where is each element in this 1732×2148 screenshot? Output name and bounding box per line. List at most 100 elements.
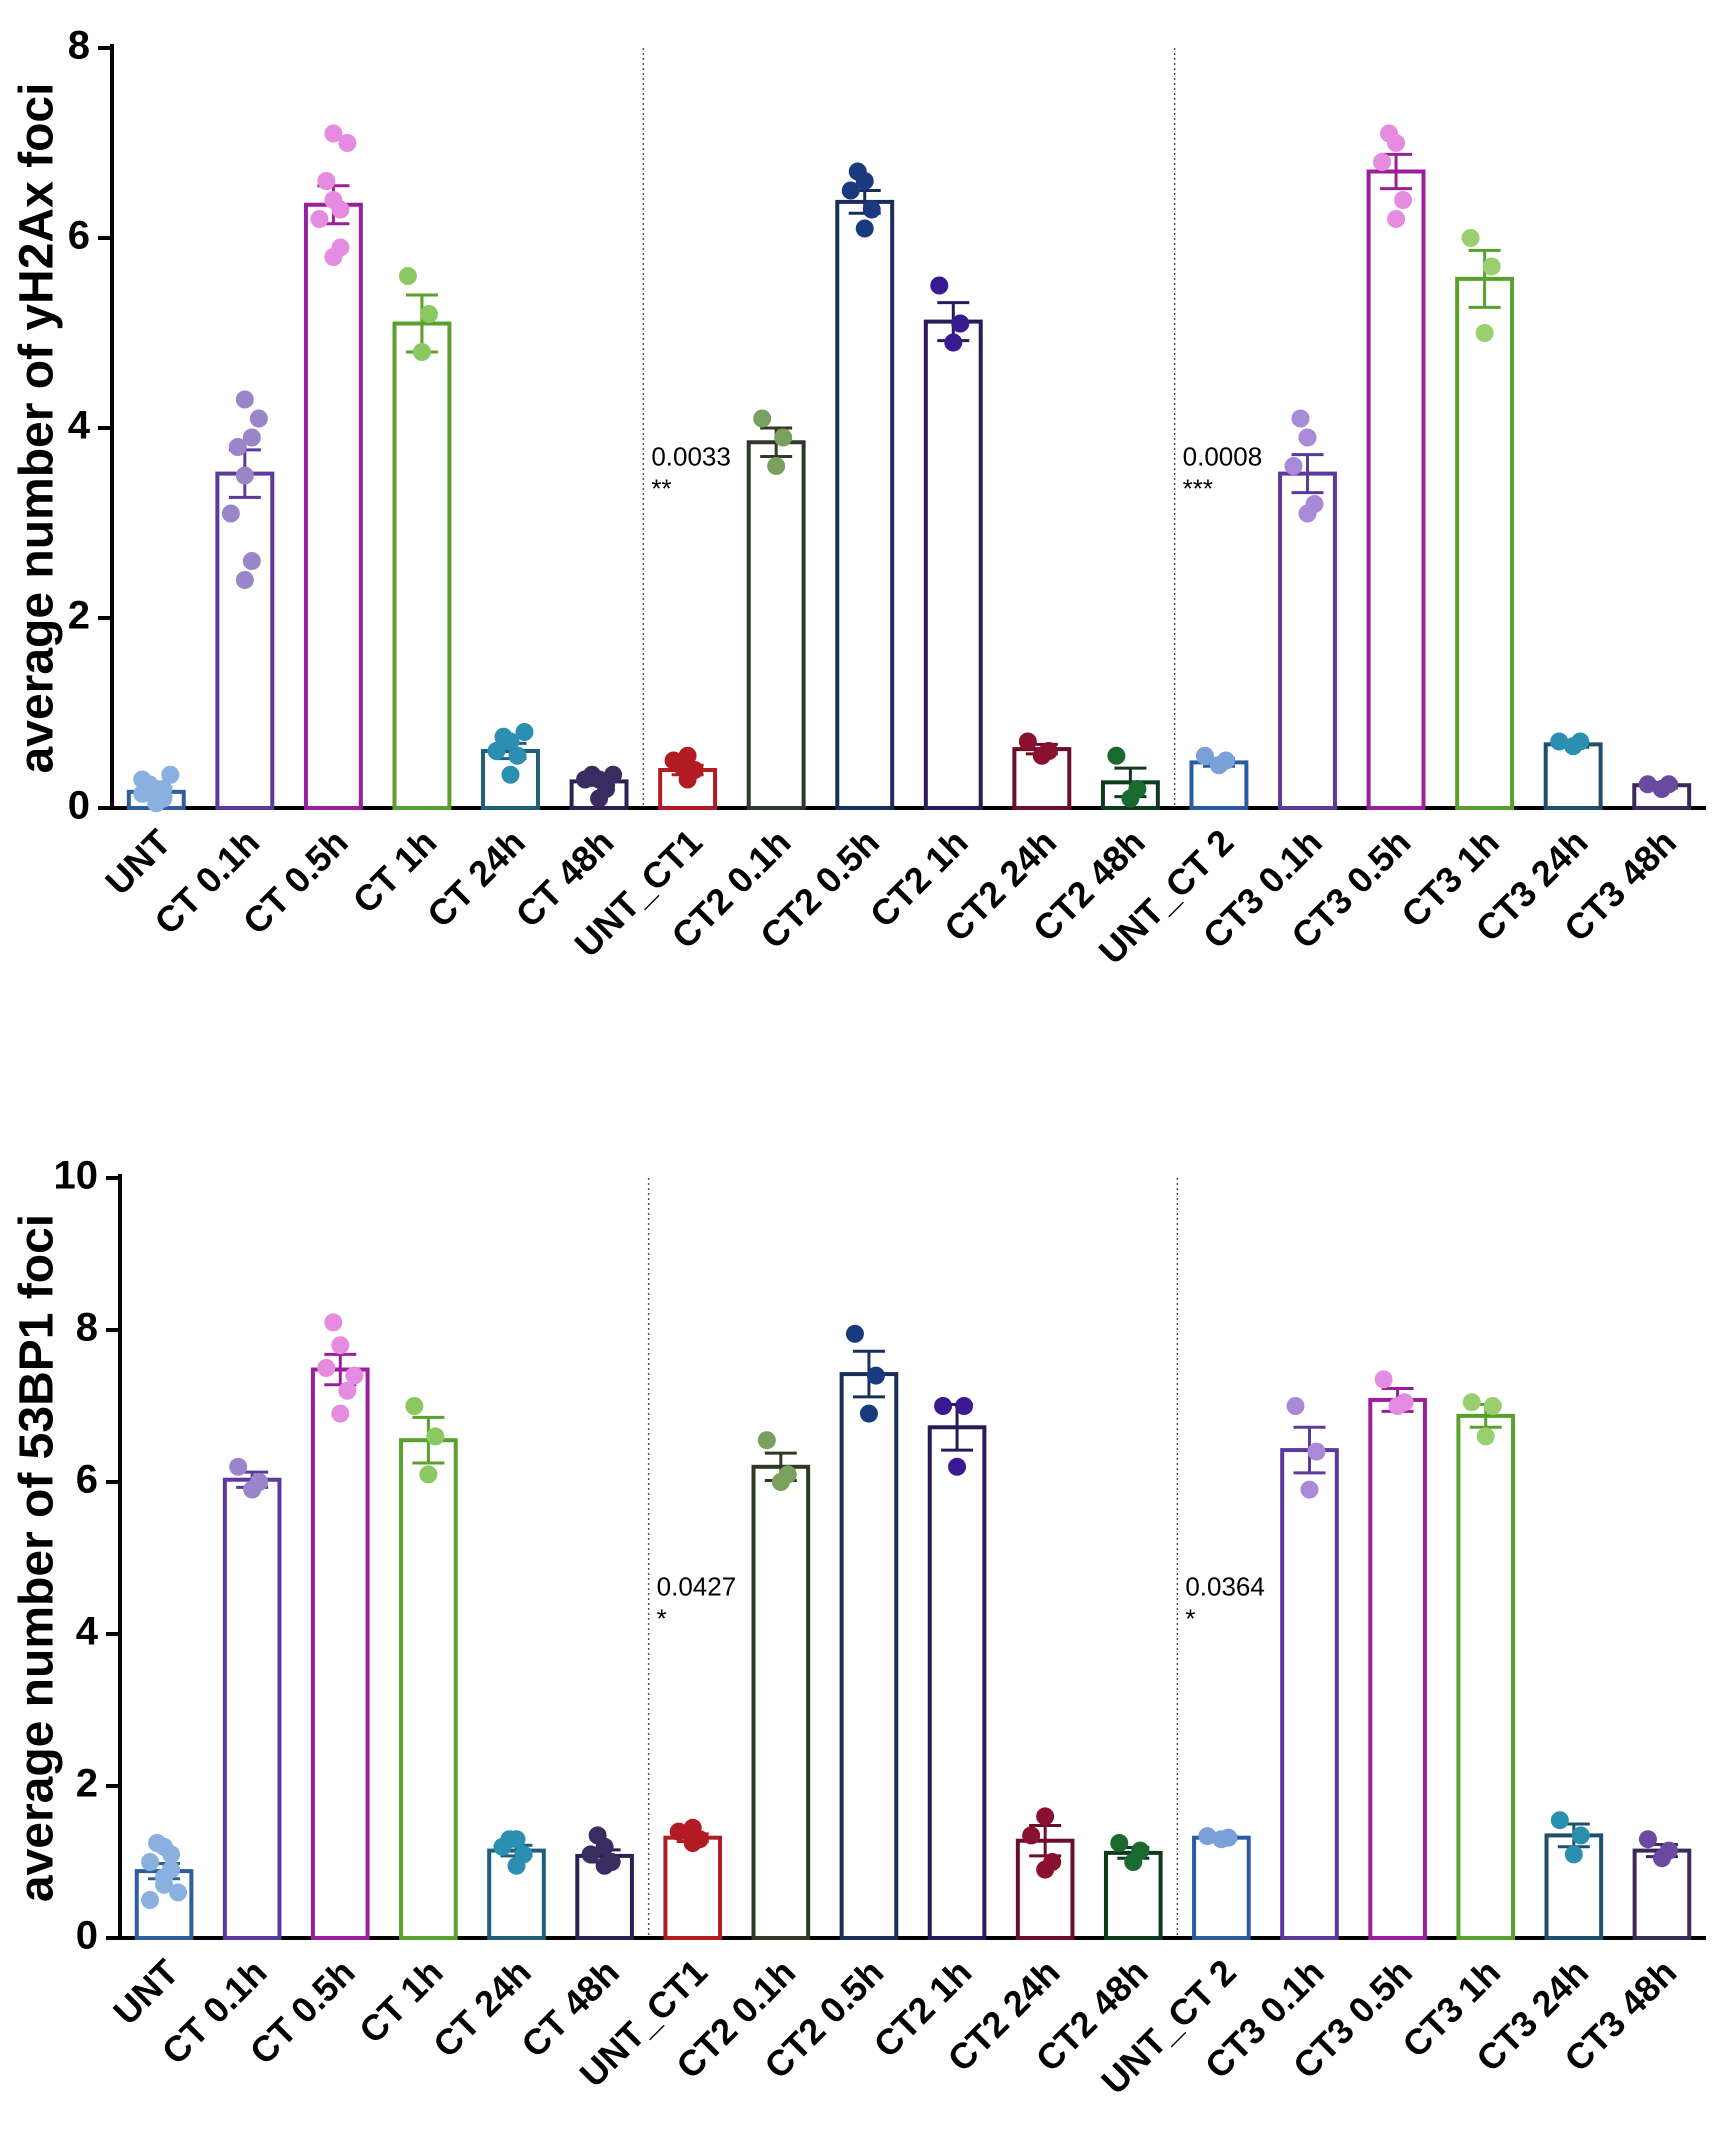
data-point [235,390,254,409]
y-axis-label: average number of yH2Ax foci [11,83,64,774]
data-point [141,1891,160,1909]
data-point [508,746,527,765]
data-point [249,409,268,428]
data-point [1461,229,1480,247]
bar [927,1425,987,1941]
y-tick-label: 6 [76,1458,98,1502]
data-point [494,727,513,746]
data-point [162,1845,181,1864]
data-point [419,1465,438,1484]
y-tick-label: 0 [68,784,90,828]
bar [399,1438,458,1940]
data-point [685,761,704,779]
data-point [419,305,438,323]
data-point [1291,409,1310,428]
data-point [757,1431,776,1450]
data-point [1395,1393,1414,1412]
data-point [242,552,261,570]
p-value: 0.0008 [1183,441,1263,471]
data-point [501,765,520,784]
data-point [855,219,874,238]
bar [1543,742,1603,810]
data-point [753,409,772,428]
data-point [1284,457,1303,475]
data-point [405,1397,424,1415]
data-point [331,200,350,219]
y-tick-label: 4 [68,404,91,448]
data-point [841,181,860,200]
y-axis-label: average number of 53BP1 foci [11,1214,64,1902]
data-point [930,276,949,295]
p-value: 0.0364 [1185,1571,1265,1601]
significance: * [657,1603,667,1633]
bar [1455,276,1515,811]
data-point [1462,1393,1481,1412]
data-point [1550,732,1569,751]
data-point [228,438,247,456]
x-tick-label: UNT [97,821,178,902]
y-tick-label: 10 [54,1154,99,1198]
data-point [141,1853,160,1871]
bar [746,440,806,810]
bar [310,1367,370,1940]
data-point [1659,775,1678,794]
data-point [1219,1828,1238,1847]
bar [215,471,275,810]
x-tick-label: CT 24h [425,1951,539,2065]
y-tick-label: 8 [76,1306,98,1350]
y-tick-label: 2 [68,594,90,638]
data-point [671,756,690,775]
data-point [1394,191,1413,209]
bar [392,321,452,810]
data-point [1638,1830,1657,1849]
data-point [1387,210,1406,228]
bar [839,1372,899,1940]
data-point [774,428,793,447]
bar [1366,169,1426,810]
bar [222,1477,282,1940]
data-point [317,1359,336,1377]
data-point [133,770,152,789]
bar [1368,1397,1427,1941]
data-point [310,210,329,228]
data-point [1571,1826,1590,1845]
significance: * [1185,1603,1195,1633]
data-point [1198,1827,1217,1846]
data-point [331,1336,350,1355]
data-point [514,1845,533,1864]
data-point [1307,1442,1326,1461]
data-point [169,1883,188,1902]
bar [751,1464,811,1941]
data-point [581,1845,600,1864]
data-point [944,333,963,352]
data-point [154,780,173,798]
bar [1280,1448,1339,1940]
data-point [1039,742,1058,760]
data-point [242,428,261,447]
bar [835,199,895,810]
data-point [583,765,602,784]
data-point [778,1465,797,1484]
data-point [250,1473,269,1491]
data-point [148,1834,167,1852]
data-point [1131,1841,1150,1860]
data-point [1659,1841,1678,1860]
y-tick-label: 2 [76,1762,98,1806]
data-point [1571,732,1590,751]
data-point [602,1853,621,1871]
bar [303,202,363,810]
data-point [155,1868,174,1887]
data-point [1483,1397,1502,1415]
p-value: 0.0427 [657,1571,737,1601]
data-point [588,1826,607,1845]
significance: *** [1183,473,1213,503]
p-value: 0.0033 [651,441,731,471]
data-point [1195,746,1214,765]
data-point [1110,1834,1129,1852]
data-point [235,466,254,485]
data-point [161,765,180,784]
data-point [1036,1807,1055,1826]
data-point [1482,257,1501,276]
data-point [604,765,623,784]
data-point [1300,1480,1319,1499]
